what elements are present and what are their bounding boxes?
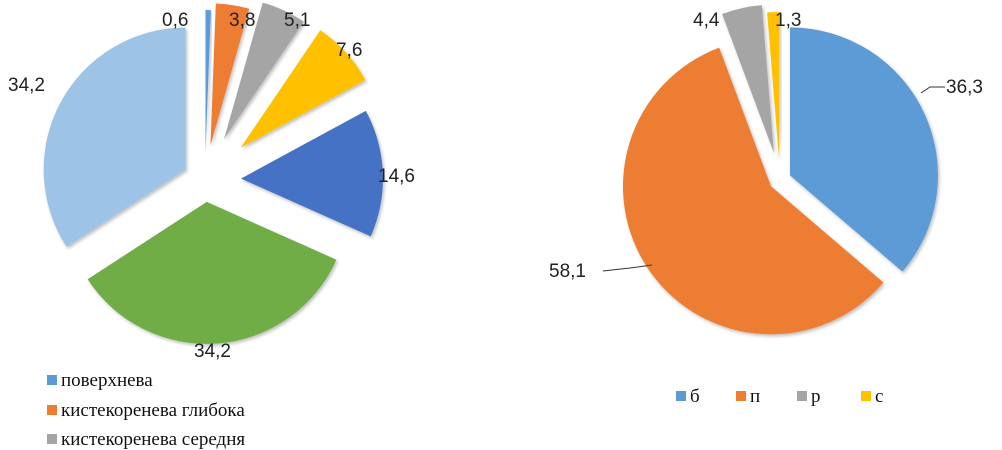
- pie-left-label-5: 14,6: [378, 166, 415, 187]
- pie-right-leader-2: [602, 264, 653, 272]
- pie-left-label-3: 5,1: [284, 10, 310, 31]
- pie-left-data-labels: 0,6 3,8 5,1 7,6 14,6 34,2 34,2: [8, 10, 415, 362]
- legend-right-entry-1: б: [690, 386, 700, 407]
- pie-left-label-2: 3,8: [229, 10, 255, 31]
- legend-left-entry-1: поверхнева: [61, 370, 153, 391]
- pie-chart-left: 0,6 3,8 5,1 7,6 14,6 34,2 34,2 поверхнев…: [8, 2, 415, 450]
- pie-right-label-2: 58,1: [549, 261, 586, 282]
- pie-left-slice-7: [43, 27, 186, 247]
- pie-left-label-6: 34,2: [194, 341, 231, 362]
- legend-right-swatch-4: [861, 391, 871, 401]
- pie-chart-right: 36,3 58,1 4,4 1,3 б п р с: [549, 5, 983, 407]
- legend-right-entry-4: с: [875, 386, 883, 407]
- pie-left-label-4: 7,6: [336, 40, 362, 61]
- legend-left-entry-3: кистекоренева середня: [61, 429, 245, 450]
- pie-right-leader-1: [920, 86, 945, 94]
- pie-left-legend: поверхнева кистекоренева глибока кистеко…: [47, 370, 245, 450]
- legend-right-swatch-2: [736, 391, 746, 401]
- pie-left-slice-3: [224, 2, 304, 140]
- pie-left-slice-5: [240, 110, 383, 237]
- pie-left-label-1: 0,6: [162, 10, 188, 31]
- legend-left-entry-2: кистекоренева глибока: [61, 400, 245, 421]
- pie-right-slice-3: [722, 5, 774, 153]
- legend-right-swatch-3: [797, 391, 807, 401]
- legend-right-entry-2: п: [750, 386, 760, 407]
- pie-left-slice-4: [240, 30, 366, 148]
- pie-right-slice-1: [789, 27, 938, 272]
- pie-left-slice-2: [210, 3, 250, 146]
- legend-right-entry-3: р: [811, 386, 821, 407]
- pie-right-leader-lines: [602, 86, 945, 272]
- pie-left-slice-6: [87, 201, 337, 344]
- pie-left-label-7: 34,2: [8, 75, 45, 96]
- pie-right-label-4: 1,3: [775, 10, 801, 31]
- pie-right-slice-2: [622, 47, 884, 335]
- pie-left-slice-1: [205, 10, 211, 152]
- pie-right-label-1: 36,3: [946, 77, 983, 98]
- legend-left-swatch-3: [47, 434, 57, 444]
- pie-right-legend: б п р с: [676, 386, 883, 407]
- pie-right-slice-4: [767, 12, 780, 161]
- legend-left-swatch-2: [47, 405, 57, 415]
- legend-right-swatch-1: [676, 391, 686, 401]
- pie-right-slices: [622, 5, 938, 335]
- pie-left-slices: [43, 2, 383, 344]
- pie-right-label-3: 4,4: [693, 10, 720, 31]
- legend-left-swatch-1: [47, 375, 57, 385]
- pie-right-data-labels: 36,3 58,1 4,4 1,3: [549, 10, 983, 282]
